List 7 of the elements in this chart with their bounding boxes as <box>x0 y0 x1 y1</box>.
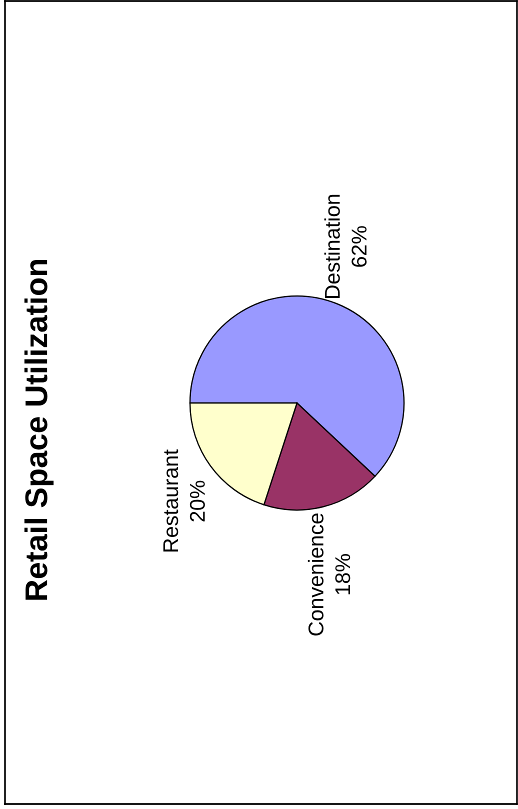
slice-label: Destination <box>324 194 340 298</box>
text: Retail Space Utilization <box>24 260 54 600</box>
data-label: 18% <box>335 554 350 594</box>
slice-label: Convenience <box>308 513 324 636</box>
slice-label: Restaurant <box>163 449 178 552</box>
data-label: 62% <box>352 226 367 267</box>
data-label: 20% <box>190 480 205 522</box>
